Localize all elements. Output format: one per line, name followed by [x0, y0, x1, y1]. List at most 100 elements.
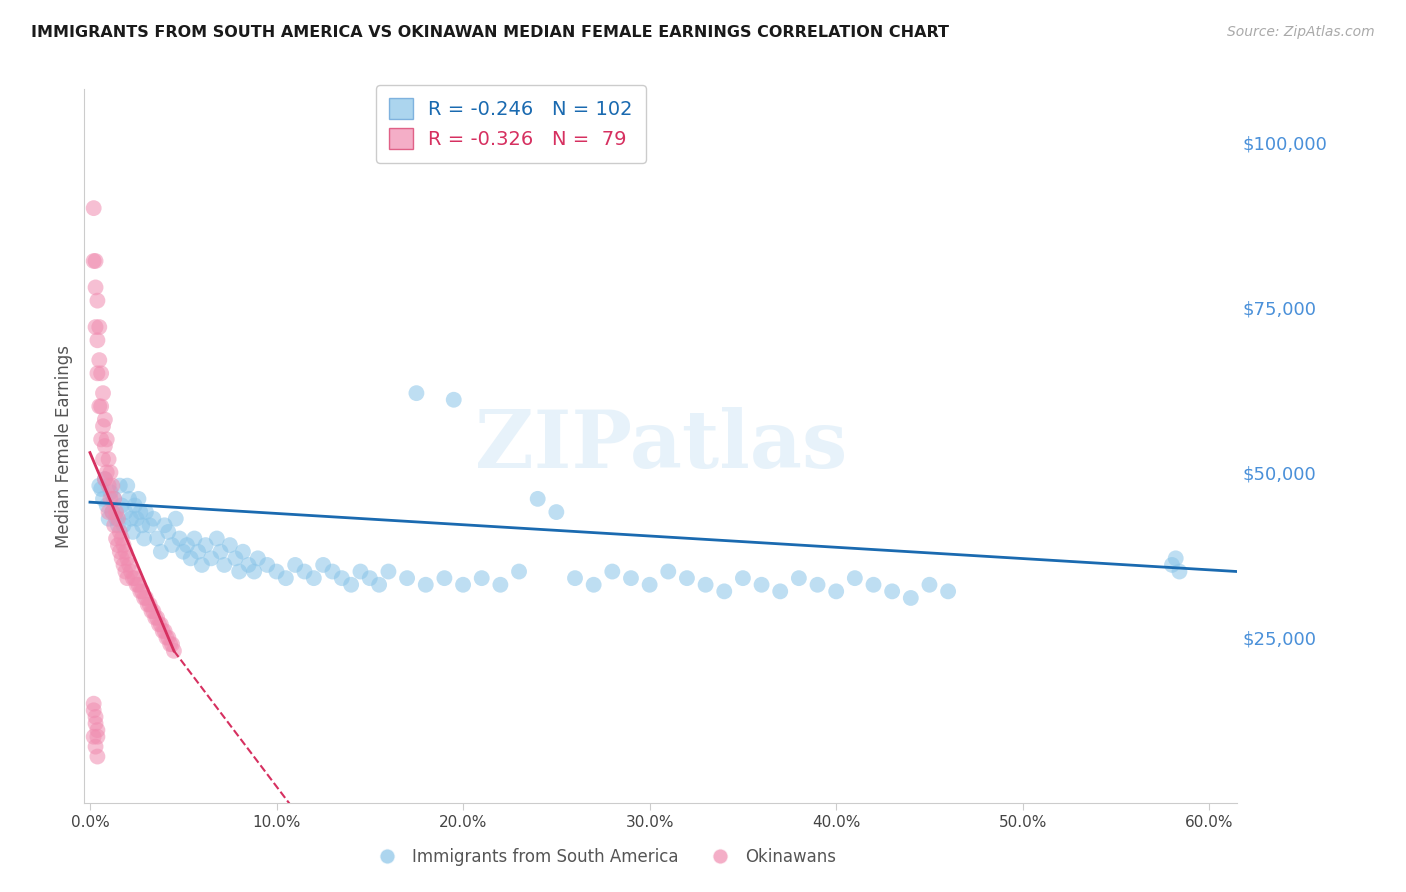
Point	[97, 511, 120, 525]
Point	[83, 730, 105, 744]
Point	[112, 558, 135, 572]
Point	[127, 578, 149, 592]
Point	[489, 578, 512, 592]
Text: ZIPatlas: ZIPatlas	[475, 407, 846, 485]
Point	[114, 545, 136, 559]
Point	[90, 367, 112, 381]
Point	[349, 565, 371, 579]
Point	[787, 571, 810, 585]
Point	[91, 386, 114, 401]
Point	[936, 584, 959, 599]
Point	[103, 491, 125, 506]
Point	[368, 578, 391, 592]
Point	[142, 604, 165, 618]
Point	[200, 551, 222, 566]
Point	[183, 532, 205, 546]
Point	[132, 532, 155, 546]
Point	[129, 584, 152, 599]
Point	[330, 571, 353, 585]
Point	[209, 545, 232, 559]
Point	[153, 518, 176, 533]
Point	[91, 491, 114, 506]
Point	[157, 631, 180, 645]
Point	[132, 591, 155, 605]
Point	[90, 433, 112, 447]
Point	[129, 505, 152, 519]
Point	[108, 524, 131, 539]
Point	[152, 624, 174, 638]
Point	[731, 571, 754, 585]
Point	[86, 730, 108, 744]
Point	[451, 578, 474, 592]
Point	[97, 452, 120, 467]
Point	[127, 491, 149, 506]
Point	[146, 532, 169, 546]
Point	[377, 565, 399, 579]
Point	[97, 505, 120, 519]
Point	[321, 565, 343, 579]
Point	[157, 524, 180, 539]
Point	[94, 472, 117, 486]
Point	[224, 551, 246, 566]
Point	[844, 571, 866, 585]
Point	[405, 386, 427, 401]
Point	[105, 532, 128, 546]
Point	[91, 452, 114, 467]
Point	[825, 584, 848, 599]
Point	[918, 578, 941, 592]
Point	[86, 293, 108, 308]
Point	[112, 518, 135, 533]
Point	[191, 558, 214, 572]
Point	[121, 571, 143, 585]
Point	[176, 538, 198, 552]
Point	[89, 320, 111, 334]
Point	[155, 631, 177, 645]
Point	[359, 571, 381, 585]
Point	[1164, 551, 1187, 566]
Point	[169, 532, 191, 546]
Point	[141, 604, 163, 618]
Point	[1168, 565, 1191, 579]
Point	[136, 598, 159, 612]
Point	[100, 491, 122, 506]
Point	[582, 578, 605, 592]
Point	[228, 565, 250, 579]
Point	[900, 591, 922, 605]
Point	[508, 565, 530, 579]
Point	[105, 505, 128, 519]
Point	[101, 478, 124, 492]
Point	[90, 400, 112, 414]
Point	[862, 578, 884, 592]
Point	[246, 551, 269, 566]
Point	[218, 538, 240, 552]
Point	[214, 558, 236, 572]
Point	[96, 433, 118, 447]
Point	[121, 524, 143, 539]
Point	[205, 532, 228, 546]
Point	[84, 710, 107, 724]
Point	[125, 578, 148, 592]
Point	[117, 571, 139, 585]
Point	[97, 478, 120, 492]
Text: Source: ZipAtlas.com: Source: ZipAtlas.com	[1227, 25, 1375, 39]
Point	[96, 499, 118, 513]
Point	[138, 598, 160, 612]
Point	[83, 201, 105, 215]
Text: IMMIGRANTS FROM SOUTH AMERICA VS OKINAWAN MEDIAN FEMALE EARNINGS CORRELATION CHA: IMMIGRANTS FROM SOUTH AMERICA VS OKINAWA…	[31, 25, 949, 40]
Point	[89, 478, 111, 492]
Point	[165, 511, 187, 525]
Point	[676, 571, 699, 585]
Point	[118, 558, 141, 572]
Point	[340, 578, 363, 592]
Point	[146, 611, 169, 625]
Point	[108, 545, 131, 559]
Point	[125, 511, 148, 525]
Point	[232, 545, 254, 559]
Point	[160, 637, 183, 651]
Point	[124, 499, 146, 513]
Point	[120, 565, 142, 579]
Point	[160, 538, 183, 552]
Point	[96, 466, 118, 480]
Point	[713, 584, 735, 599]
Point	[107, 518, 129, 533]
